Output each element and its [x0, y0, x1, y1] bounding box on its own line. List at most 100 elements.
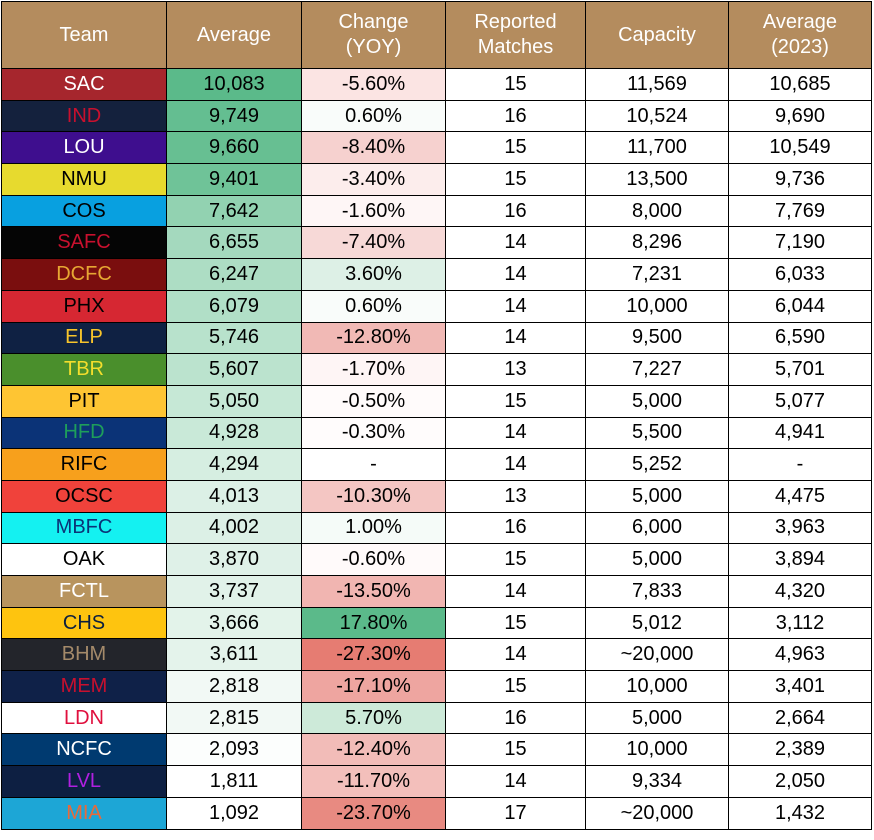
average-cell: 4,013	[166, 479, 302, 513]
table-row: BHM 3,611 -27.30% 14 ~20,000 4,963	[1, 638, 872, 672]
reported-matches-cell: 15	[445, 670, 586, 703]
average-cell: 3,611	[166, 638, 302, 672]
change-yoy-cell: 17.80%	[301, 606, 446, 640]
team-cell: PIT	[1, 384, 167, 418]
capacity-cell: 5,012	[585, 606, 729, 640]
table-row: LOU 9,660 -8.40% 15 11,700 10,549	[1, 131, 872, 165]
change-yoy-cell: -27.30%	[301, 638, 446, 672]
team-cell: HFD	[1, 416, 167, 450]
capacity-cell: 9,500	[585, 321, 729, 355]
reported-matches-cell: 14	[445, 321, 586, 355]
table-row: DCFC 6,247 3.60% 14 7,231 6,033	[1, 258, 872, 291]
change-yoy-cell: 5.70%	[301, 701, 446, 735]
average-2023-cell: 7,769	[728, 194, 872, 228]
capacity-cell: 6,000	[585, 511, 729, 545]
change-yoy-cell: -13.50%	[301, 575, 446, 608]
team-cell: LOU	[1, 131, 167, 165]
table-row: ELP 5,746 -12.80% 14 9,500 6,590	[1, 321, 872, 355]
average-cell: 1,811	[166, 765, 302, 798]
table-row: RIFC 4,294-14 5,252-	[1, 448, 872, 481]
reported-matches-cell: 15	[445, 733, 586, 767]
average-2023-cell: -	[728, 448, 872, 481]
change-yoy-cell: 0.60%	[301, 99, 446, 133]
reported-matches-cell: 16	[445, 511, 586, 545]
table-row: OCSC 4,013 -10.30% 13 5,000 4,475	[1, 479, 872, 513]
team-cell: OCSC	[1, 479, 167, 513]
team-cell: NCFC	[1, 733, 167, 767]
capacity-cell: 8,296	[585, 226, 729, 260]
change-yoy-cell: -7.40%	[301, 226, 446, 260]
table-row: HFD 4,928 -0.30% 14 5,500 4,941	[1, 416, 872, 450]
average-2023-cell: 5,077	[728, 384, 872, 418]
team-cell: COS	[1, 194, 167, 228]
capacity-cell: 7,833	[585, 575, 729, 608]
average-2023-cell: 2,389	[728, 733, 872, 767]
table-row: SAC 10,083 -5.60% 15 11,569 10,685	[1, 68, 872, 101]
reported-matches-cell: 14	[445, 416, 586, 450]
change-yoy-cell: 0.60%	[301, 289, 446, 323]
capacity-cell: 7,227	[585, 353, 729, 386]
average-cell: 4,294	[166, 448, 302, 481]
team-cell: MIA	[1, 796, 167, 830]
average-cell: 1,092	[166, 796, 302, 830]
team-cell: LVL	[1, 765, 167, 798]
reported-matches-cell: 16	[445, 99, 586, 133]
average-cell: 5,607	[166, 353, 302, 386]
team-cell: ELP	[1, 321, 167, 355]
team-cell: SAFC	[1, 226, 167, 260]
average-2023-cell: 3,401	[728, 670, 872, 703]
header-average: Average	[166, 1, 302, 69]
reported-matches-cell: 15	[445, 68, 586, 101]
reported-matches-cell: 14	[445, 575, 586, 608]
average-2023-cell: 4,963	[728, 638, 872, 672]
team-cell: BHM	[1, 638, 167, 672]
average-2023-cell: 2,664	[728, 701, 872, 735]
change-yoy-cell: -	[301, 448, 446, 481]
capacity-cell: 7,231	[585, 258, 729, 291]
reported-matches-cell: 14	[445, 258, 586, 291]
reported-matches-cell: 17	[445, 796, 586, 830]
average-cell: 2,818	[166, 670, 302, 703]
reported-matches-cell: 16	[445, 194, 586, 228]
team-cell: MBFC	[1, 511, 167, 545]
table-row: NMU 9,401 -3.40% 15 13,500 9,736	[1, 163, 872, 196]
capacity-cell: 5,000	[585, 701, 729, 735]
capacity-cell: 9,334	[585, 765, 729, 798]
average-cell: 6,079	[166, 289, 302, 323]
change-yoy-cell: -11.70%	[301, 765, 446, 798]
average-2023-cell: 2,050	[728, 765, 872, 798]
reported-matches-cell: 14	[445, 765, 586, 798]
reported-matches-cell: 14	[445, 289, 586, 323]
team-cell: TBR	[1, 353, 167, 386]
capacity-cell: 5,000	[585, 479, 729, 513]
capacity-cell: ~20,000	[585, 638, 729, 672]
change-yoy-cell: -1.60%	[301, 194, 446, 228]
header-average-2023: Average (2023)	[728, 1, 872, 69]
average-cell: 2,093	[166, 733, 302, 767]
capacity-cell: 5,252	[585, 448, 729, 481]
table-row: TBR 5,607 -1.70% 13 7,227 5,701	[1, 353, 872, 386]
average-cell: 5,050	[166, 384, 302, 418]
table-header: Team Average Change (YOY) Reported Match…	[1, 1, 872, 69]
change-yoy-cell: -0.50%	[301, 384, 446, 418]
capacity-cell: 5,500	[585, 416, 729, 450]
reported-matches-cell: 13	[445, 479, 586, 513]
reported-matches-cell: 15	[445, 606, 586, 640]
average-2023-cell: 3,963	[728, 511, 872, 545]
change-yoy-cell: -3.40%	[301, 163, 446, 196]
change-yoy-cell: -8.40%	[301, 131, 446, 165]
team-cell: OAK	[1, 543, 167, 576]
average-cell: 3,666	[166, 606, 302, 640]
average-2023-cell: 6,033	[728, 258, 872, 291]
change-yoy-cell: -12.40%	[301, 733, 446, 767]
reported-matches-cell: 13	[445, 353, 586, 386]
capacity-cell: 5,000	[585, 543, 729, 576]
table-row: LDN 2,815 5.70% 16 5,000 2,664	[1, 701, 872, 735]
table-row: FCTL 3,737 -13.50% 14 7,833 4,320	[1, 575, 872, 608]
reported-matches-cell: 15	[445, 543, 586, 576]
change-yoy-cell: -1.70%	[301, 353, 446, 386]
reported-matches-cell: 15	[445, 384, 586, 418]
reported-matches-cell: 16	[445, 701, 586, 735]
change-yoy-cell: -17.10%	[301, 670, 446, 703]
